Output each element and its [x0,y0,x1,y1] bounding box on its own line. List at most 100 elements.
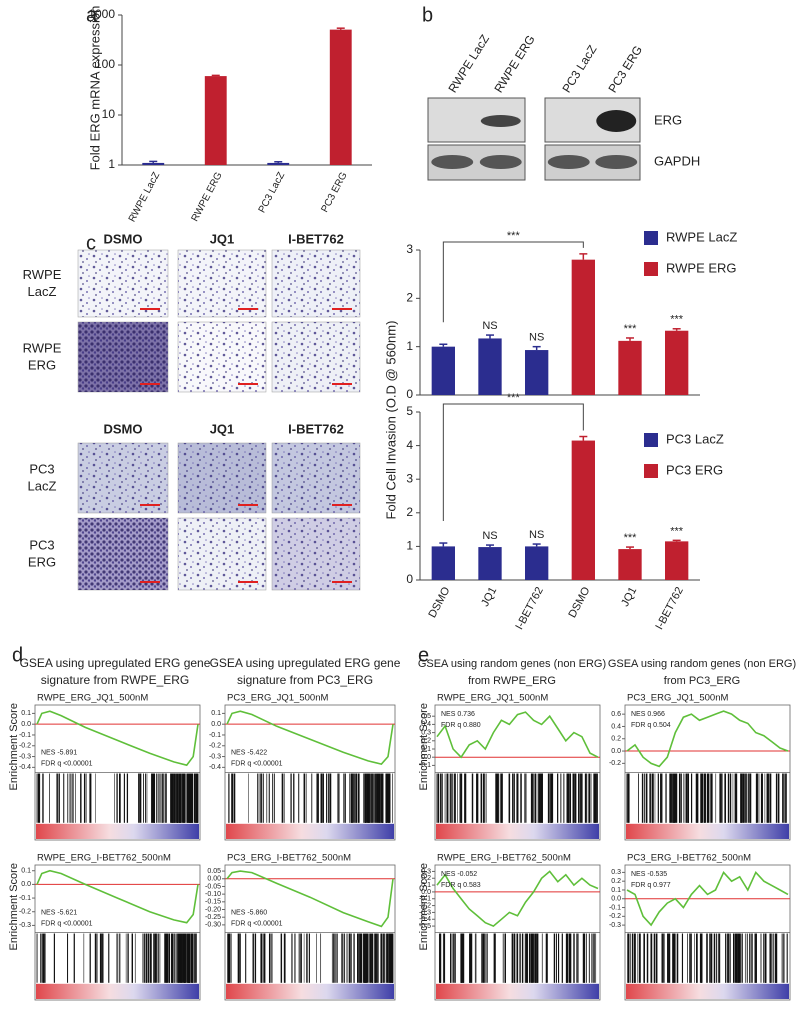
y-tick-label: 0.1 [611,887,621,894]
micrograph-cells [78,322,168,392]
y-tick-label: -0.3 [609,922,621,929]
y-tick-label: 0.0 [611,896,621,903]
gsea-header: signature from RWPE_ERG [41,673,190,687]
y-tick-label: -0.5 [419,923,431,930]
y-tick-label: -0.2 [609,913,621,920]
blot-row-label: ERG [654,112,682,127]
plot-title: RWPE_ERG_I-BET762_500nM [37,853,171,864]
y-tick-label: 0.0 [421,889,431,896]
micrograph-cells [178,443,266,513]
bar [665,330,689,395]
y-tick-label: 0.1 [21,868,31,875]
column-label: I-BET762 [288,231,344,246]
bar [267,162,290,165]
stat-label: NES -5.621 [41,909,77,916]
rank-gradient [226,983,394,999]
bar [431,546,455,580]
y-tick-label: -0.1 [209,732,221,739]
y-tick-label: 0.3 [421,868,431,875]
y-axis-label: Enrichment Score [8,863,20,950]
y-tick-label: 0.6 [611,711,621,718]
blot-row-label: GAPDH [654,153,700,168]
y-tick-label: -0.2 [19,743,31,750]
y-tick-label: -0.2 [19,909,31,916]
gsea-header: GSEA using random genes (non ERG) [418,658,606,670]
row-label: ERG [28,357,56,372]
y-tick-label: -0.2 [609,760,621,767]
y-tick-label: 2 [406,291,413,305]
y-tick-label: 0.0 [211,721,221,728]
y-tick-label: 100 [95,57,115,71]
micrograph-cells [178,250,266,317]
significance-label: NS [529,332,544,344]
erg-band [480,115,521,127]
row-label: LacZ [28,478,57,493]
y-tick-label: -0.25 [205,914,221,921]
y-tick-label: 0.0 [21,721,31,728]
plot-title: PC3_ERG_JQ1_500nM [627,693,728,704]
x-tick-label: DSMO [566,585,592,620]
y-tick-label: 0.4 [611,723,621,730]
y-tick-label: -0.3 [419,909,431,916]
y-tick-label: -0.3 [19,753,31,760]
barcode [626,773,787,823]
bar [571,259,595,395]
bar [142,162,165,165]
legend-label: PC3 ERG [666,462,723,477]
lane-label: RWPE LacZ [445,32,492,95]
row-label: RWPE [23,267,62,282]
stat-label: FDR q 0.977 [631,882,671,889]
plot-title: RWPE_ERG_I-BET762_500nM [437,853,571,864]
enrichment-curve [626,870,789,927]
y-tick-label: 2 [406,505,413,519]
x-tick-label: DSMO [426,585,452,620]
y-tick-label: -0.1 [609,904,621,911]
legend-swatch [644,433,658,447]
enrichment-curve [626,710,789,768]
bar [618,549,642,580]
panel-label: c [86,232,96,254]
micrograph-cells [78,443,168,513]
y-tick-label: -0.1 [419,762,431,769]
y-tick-label: -0.4 [419,916,431,923]
x-tick-label: I-BET762 [653,585,685,632]
legend-swatch [644,262,658,276]
gsea-header: from RWPE_ERG [468,675,556,687]
gapdh-band [547,155,590,169]
y-tick-label: 0.1 [211,710,221,717]
stat-label: NES -0.052 [441,871,477,878]
stat-label: FDR q 0.504 [631,722,671,729]
y-tick-label: -0.20 [205,906,221,913]
bar [571,440,595,580]
y-axis-label: Enrichment Score [8,703,20,790]
rank-gradient [626,983,789,999]
y-tick-label: -0.2 [209,743,221,750]
gapdh-band [479,155,522,169]
rank-gradient [226,823,394,839]
gsea-header: signature from PC3_ERG [237,673,373,687]
micrograph-cells [178,518,266,590]
y-axis-label: Fold Cell Invasion (O.D @ 560nm) [383,321,398,520]
bar [665,541,689,580]
y-axis-label: Fold ERG mRNA expression [87,6,102,171]
bracket-label: *** [507,230,521,242]
significance-label: *** [670,525,684,537]
micrograph-cells [272,443,360,513]
y-tick-label: 5 [406,404,413,418]
column-label: DSMO [104,231,143,246]
significance-label: *** [624,323,638,335]
gsea-header: from PC3_ERG [664,675,740,687]
significance-label: NS [482,530,497,542]
stat-label: NES 0.966 [631,711,665,718]
legend-label: RWPE ERG [666,260,737,275]
rank-gradient [36,983,199,999]
y-tick-label: 10 [102,107,116,121]
y-tick-label: 1000 [88,7,115,21]
x-tick-label: I-BET762 [513,585,545,632]
y-tick-label: 3 [406,242,413,256]
legend-label: RWPE LacZ [666,229,737,244]
y-tick-label: 0.2 [611,878,621,885]
enrichment-curve [436,870,599,928]
barcode [36,773,199,823]
bar [478,547,502,580]
